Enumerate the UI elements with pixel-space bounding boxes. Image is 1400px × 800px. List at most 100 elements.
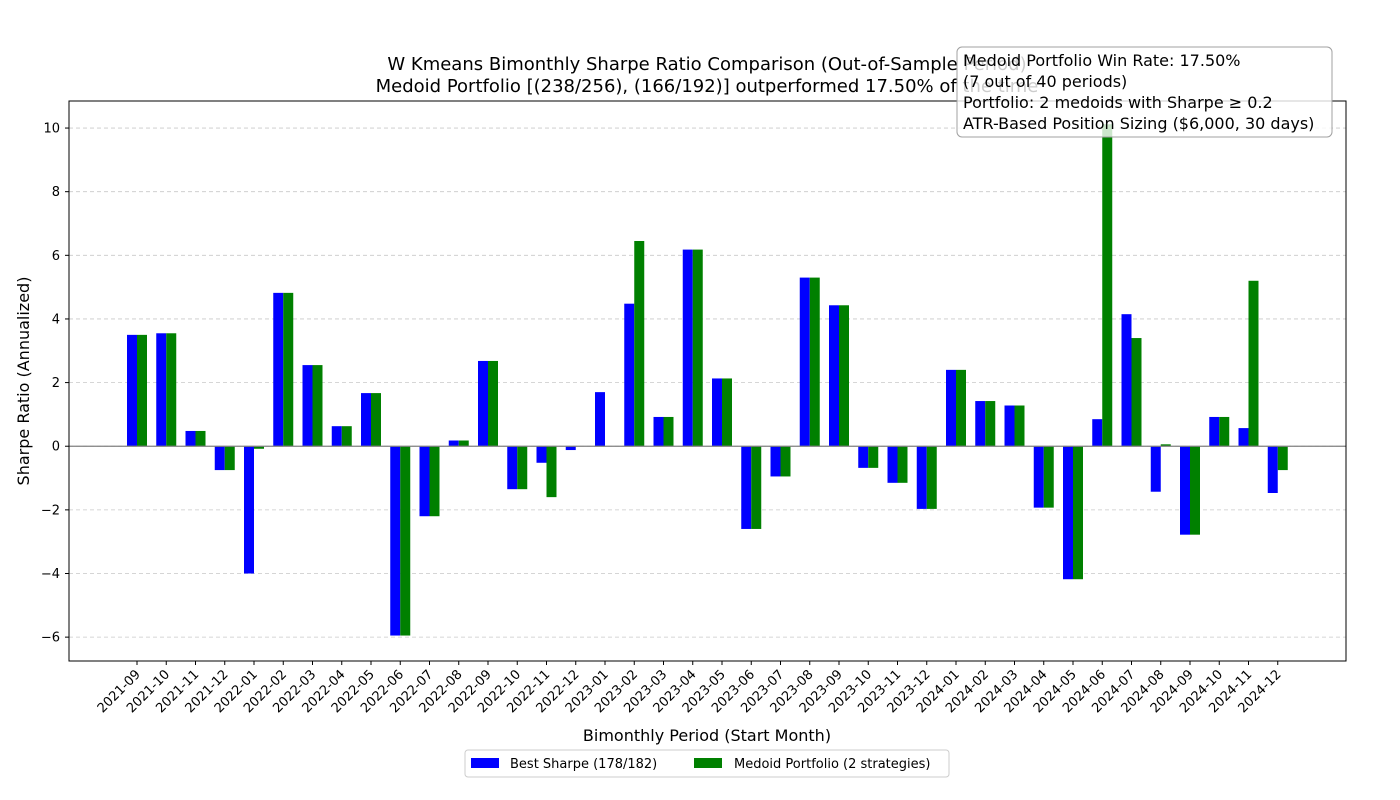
bar-best-sharpe-2022-02: [273, 292, 284, 447]
bar-marks: [127, 124, 1288, 636]
bar-best-sharpe-2022-06: [390, 446, 401, 636]
bar-medoid-portfolio-2022-09: [488, 360, 498, 447]
bar-medoid-portfolio-2024-04: [1043, 446, 1054, 508]
bar-best-sharpe-2022-07: [419, 446, 430, 517]
bar-medoid-portfolio-2023-04: [692, 249, 703, 447]
legend: Best Sharpe (178/182) Medoid Portfolio (…: [464, 749, 950, 778]
bar-medoid-portfolio-2023-06: [751, 446, 762, 529]
bar-medoid-portfolio-2022-08: [458, 440, 469, 447]
bar-best-sharpe-2024-06: [1092, 419, 1103, 447]
bar-best-sharpe-2022-08: [448, 440, 459, 447]
annotation-line-win-rate: Medoid Portfolio Win Rate: 17.50%: [963, 51, 1241, 70]
bar-best-sharpe-2023-11: [887, 446, 898, 483]
y-axis-ticks: −6 −4 −2 0 2 4 6 8 10: [41, 122, 69, 646]
bar-medoid-portfolio-2022-05: [371, 393, 381, 447]
bar-best-sharpe-2024-04: [1033, 446, 1044, 508]
bar-medoid-portfolio-2023-03: [663, 416, 674, 447]
annotation-line-portfolio: Portfolio: 2 medoids with Sharpe ≥ 0.2: [963, 93, 1273, 112]
bar-medoid-portfolio-2023-05: [722, 378, 732, 447]
bar-medoid-portfolio-2024-07: [1131, 338, 1142, 447]
bar-best-sharpe-2024-07: [1121, 314, 1132, 447]
bar-medoid-portfolio-2024-05: [1073, 446, 1083, 580]
gridlines: [69, 127, 1346, 638]
x-axis-ticks: 2021-092021-102021-112021-122022-012022-…: [95, 661, 1285, 716]
bar-medoid-portfolio-2022-10: [517, 446, 528, 490]
bar-medoid-portfolio-2024-06: [1102, 124, 1113, 447]
bar-best-sharpe-2024-12: [1267, 446, 1278, 493]
bar-medoid-portfolio-2024-02: [985, 401, 996, 447]
bar-medoid-portfolio-2022-04: [341, 426, 352, 447]
bar-best-sharpe-2023-04: [682, 249, 693, 447]
bar-best-sharpe-2023-07: [770, 446, 781, 477]
y-axis-label: Sharpe Ratio (Annualized): [14, 277, 33, 486]
bar-best-sharpe-2024-05: [1063, 446, 1073, 580]
bar-medoid-portfolio-2022-07: [429, 446, 440, 517]
y-tick-label: −6: [41, 631, 60, 646]
y-tick-label: 0: [52, 440, 60, 455]
legend-swatch-best-sharpe: [471, 758, 499, 768]
bar-best-sharpe-2022-01: [244, 446, 254, 574]
legend-label-medoid-portfolio: Medoid Portfolio (2 strategies): [734, 757, 931, 772]
y-tick-label: −2: [41, 503, 60, 518]
bar-best-sharpe-2024-02: [975, 401, 986, 447]
win-rate-annotation: Medoid Portfolio Win Rate: 17.50% (7 out…: [956, 46, 1333, 138]
y-tick-label: 2: [52, 376, 60, 391]
bar-medoid-portfolio-2022-03: [312, 365, 323, 447]
bar-best-sharpe-2023-09: [829, 305, 839, 447]
annotation-box: [956, 46, 1333, 138]
bar-medoid-portfolio-2023-02: [634, 241, 645, 447]
y-tick-label: 4: [52, 312, 60, 327]
bar-best-sharpe-2023-01: [595, 392, 605, 447]
bar-best-sharpe-2024-09: [1180, 446, 1190, 535]
y-tick-label: 8: [52, 185, 60, 200]
bar-best-sharpe-2024-01: [946, 369, 956, 447]
bar-best-sharpe-2021-09: [127, 334, 137, 447]
bar-medoid-portfolio-2023-10: [868, 446, 879, 468]
bar-best-sharpe-2021-10: [156, 333, 167, 447]
bar-medoid-portfolio-2024-01: [956, 369, 966, 447]
bar-medoid-portfolio-2021-10: [166, 333, 177, 447]
bar-best-sharpe-2022-10: [507, 446, 518, 490]
bar-medoid-portfolio-2024-11: [1248, 280, 1259, 447]
bar-best-sharpe-2022-11: [536, 446, 547, 463]
bar-medoid-portfolio-2022-06: [400, 446, 411, 636]
bar-medoid-portfolio-2024-12: [1277, 446, 1288, 471]
bar-best-sharpe-2024-08: [1150, 446, 1161, 492]
bar-medoid-portfolio-2023-12: [926, 446, 937, 509]
bar-best-sharpe-2023-10: [858, 446, 869, 468]
bar-medoid-portfolio-2024-03: [1014, 405, 1025, 447]
bar-best-sharpe-2023-06: [741, 446, 752, 529]
plot-area-frame: [68, 100, 1347, 662]
bar-best-sharpe-2022-12: [565, 446, 576, 451]
annotation-line-periods: (7 out of 40 periods): [963, 72, 1127, 91]
bar-medoid-portfolio-2022-01: [254, 446, 264, 449]
bar-best-sharpe-2021-11: [185, 430, 196, 447]
y-tick-label: 10: [43, 122, 60, 137]
legend-label-best-sharpe: Best Sharpe (178/182): [510, 757, 657, 772]
bar-best-sharpe-2024-03: [1004, 405, 1015, 447]
bar-best-sharpe-2023-12: [916, 446, 927, 509]
bar-medoid-portfolio-2023-09: [839, 305, 849, 447]
bar-medoid-portfolio-2021-12: [224, 446, 235, 471]
bar-best-sharpe-2022-05: [361, 393, 371, 447]
bar-best-sharpe-2022-09: [478, 360, 488, 447]
bar-medoid-portfolio-2021-09: [137, 334, 147, 447]
bar-best-sharpe-2023-03: [653, 416, 664, 447]
bar-medoid-portfolio-2024-09: [1190, 446, 1200, 535]
bar-medoid-portfolio-2022-02: [283, 292, 294, 447]
bar-best-sharpe-2023-08: [799, 277, 810, 447]
annotation-line-sizing: ATR-Based Position Sizing ($6,000, 30 da…: [963, 114, 1314, 133]
x-axis-label: Bimonthly Period (Start Month): [583, 726, 831, 745]
bar-best-sharpe-2022-04: [331, 426, 342, 447]
bar-best-sharpe-2022-03: [302, 365, 313, 447]
bar-best-sharpe-2023-02: [624, 303, 635, 447]
bar-medoid-portfolio-2024-08: [1160, 444, 1171, 447]
y-tick-label: −4: [41, 567, 60, 582]
y-tick-label: 6: [52, 249, 60, 264]
bar-medoid-portfolio-2022-11: [546, 446, 557, 498]
bar-medoid-portfolio-2023-07: [780, 446, 791, 477]
chart-subtitle: Medoid Portfolio [(238/256), (166/192)] …: [376, 76, 1039, 97]
bar-best-sharpe-2021-12: [214, 446, 225, 471]
bar-best-sharpe-2024-11: [1238, 428, 1249, 447]
